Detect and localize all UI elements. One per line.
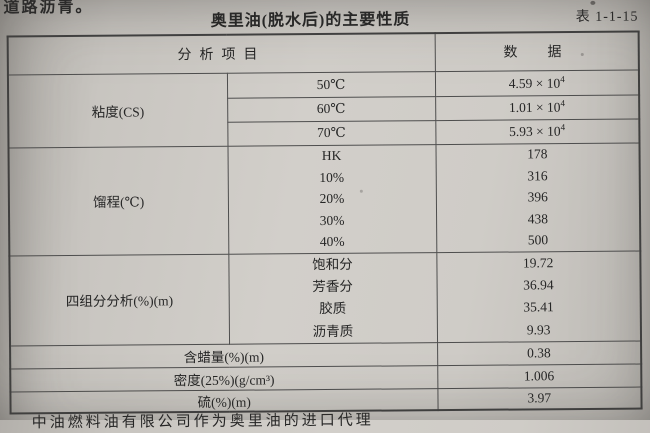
four-component-conditions-cell: 饱和分 芳香分 胶质 沥青质 bbox=[228, 252, 438, 344]
header-analysis-items: 分析项目 bbox=[7, 33, 435, 75]
wax-content-label-cell: 含蜡量(%)(m) bbox=[10, 342, 438, 369]
density-value-cell: 1.006 bbox=[437, 363, 642, 389]
analysis-table: 分析项目 数 据 粘度(CS) 50℃ 4.59 × 104 60℃ 1.01 … bbox=[6, 30, 643, 414]
viscosity-value-cell: 4.59 × 104 bbox=[434, 69, 640, 97]
four-component-section-row: 四组分分析(%)(m) 饱和分 芳香分 胶质 沥青质 19.72 36.94 3… bbox=[9, 250, 642, 346]
scan-speck bbox=[590, 0, 596, 5]
distillation-value: 500 bbox=[527, 232, 549, 248]
four-component-values-cell: 19.72 36.94 35.41 9.93 bbox=[436, 250, 642, 343]
viscosity-condition-cell: 60℃ bbox=[227, 96, 436, 122]
viscosity-condition-cell: 70℃ bbox=[227, 120, 436, 146]
value-base: 4.59 × 10 bbox=[508, 75, 561, 91]
distillation-condition: 30% bbox=[319, 212, 345, 228]
value-base: 5.93 × 10 bbox=[509, 123, 561, 140]
four-component-label-cell: 四组分分析(%)(m) bbox=[9, 253, 230, 346]
table-header-row: 分析项目 数 据 bbox=[7, 31, 639, 75]
density-label-cell: 密度(25%)(g/cm³) bbox=[10, 365, 438, 392]
distillation-condition: HK bbox=[321, 148, 342, 164]
distillation-conditions-cell: HK 10% 20% 30% 40% bbox=[227, 144, 437, 254]
four-component-value: 36.94 bbox=[523, 277, 554, 293]
four-component-condition: 沥青质 bbox=[312, 323, 354, 339]
table-number: 表 1-1-15 bbox=[575, 9, 639, 26]
four-component-value: 35.41 bbox=[523, 299, 554, 315]
distillation-values-cell: 178 316 396 438 500 bbox=[435, 142, 641, 253]
wax-content-value-cell: 0.38 bbox=[437, 340, 642, 366]
scanned-page: 道路沥青。 奥里油(脱水后)的主要性质 表 1-1-15 分析项目 数 据 粘度… bbox=[3, 0, 643, 431]
distillation-condition: 40% bbox=[319, 233, 345, 250]
distillation-label-cell: 馏程(℃) bbox=[8, 145, 229, 256]
distillation-condition: 20% bbox=[319, 191, 345, 207]
viscosity-value-cell: 1.01 × 104 bbox=[435, 94, 640, 121]
distillation-value: 316 bbox=[527, 168, 548, 184]
distillation-value: 396 bbox=[527, 189, 548, 205]
page-title: 奥里油(脱水后)的主要性质 bbox=[210, 11, 411, 30]
value-exponent: 4 bbox=[560, 122, 566, 133]
distillation-section-row: 馏程(℃) HK 10% 20% 30% 40% 178 316 396 438… bbox=[8, 142, 641, 256]
distillation-value: 178 bbox=[527, 146, 548, 162]
viscosity-condition-cell: 50℃ bbox=[226, 71, 436, 98]
sulfur-value-cell: 3.97 bbox=[437, 386, 642, 410]
scan-speck bbox=[580, 52, 584, 56]
viscosity-value-cell: 5.93 × 104 bbox=[435, 118, 640, 145]
four-component-value: 9.93 bbox=[526, 321, 551, 338]
header-data: 数 据 bbox=[434, 31, 639, 72]
next-paragraph-fragment: 中油燃料油有限公司作为奥里油的进口代理 bbox=[31, 412, 374, 432]
four-component-value: 19.72 bbox=[522, 255, 554, 271]
scan-speck bbox=[359, 189, 363, 193]
value-exponent: 4 bbox=[560, 98, 565, 109]
four-component-condition: 芳香分 bbox=[312, 278, 353, 295]
viscosity-label-cell: 粘度(CS) bbox=[7, 72, 228, 148]
four-component-condition: 胶质 bbox=[319, 301, 347, 317]
distillation-condition: 10% bbox=[319, 169, 345, 185]
four-component-condition: 饱和分 bbox=[312, 256, 353, 272]
distillation-value: 438 bbox=[527, 210, 549, 227]
value-base: 1.01 × 10 bbox=[508, 99, 561, 116]
value-exponent: 4 bbox=[560, 73, 565, 84]
